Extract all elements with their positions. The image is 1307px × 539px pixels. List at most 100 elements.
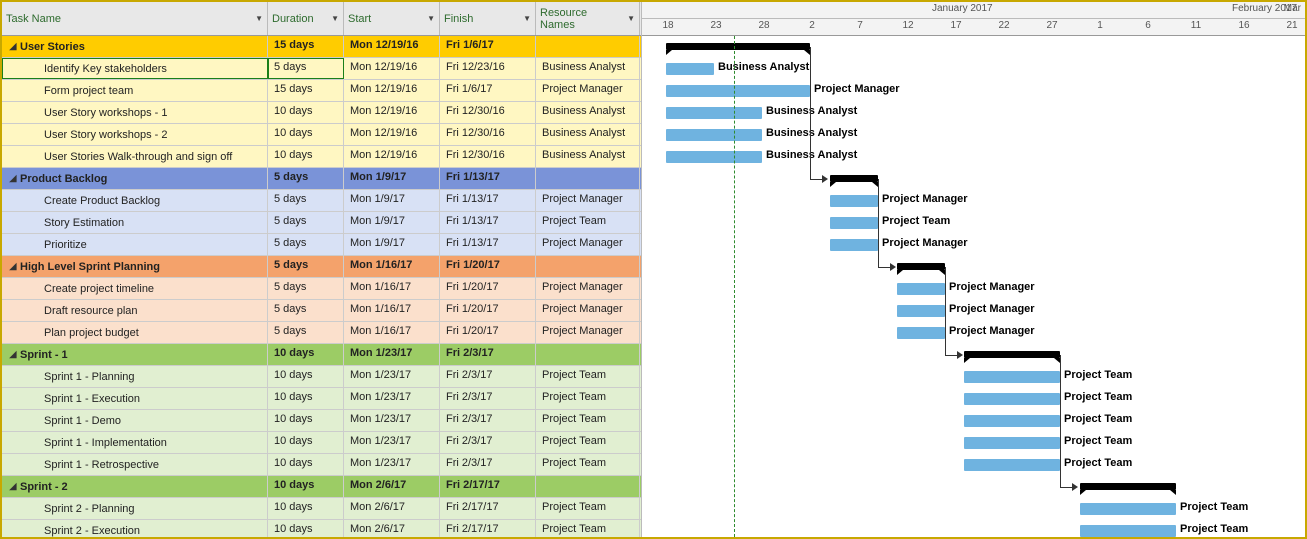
cell-task-name[interactable]: User Story workshops - 1 bbox=[2, 102, 268, 123]
cell-duration[interactable]: 5 days bbox=[268, 234, 344, 255]
cell-start[interactable]: Mon 1/16/17 bbox=[344, 278, 440, 299]
gantt-task-bar[interactable] bbox=[830, 195, 878, 207]
cell-start[interactable]: Mon 1/16/17 bbox=[344, 322, 440, 343]
dropdown-icon[interactable]: ▼ bbox=[424, 14, 435, 23]
cell-start[interactable]: Mon 1/23/17 bbox=[344, 344, 440, 365]
cell-duration[interactable]: 5 days bbox=[268, 58, 344, 79]
cell-duration[interactable]: 5 days bbox=[268, 256, 344, 277]
task-row[interactable]: User Story workshops - 210 daysMon 12/19… bbox=[2, 124, 641, 146]
cell-task-name[interactable]: ◢Sprint - 2 bbox=[2, 476, 268, 497]
cell-task-name[interactable]: ◢User Stories bbox=[2, 36, 268, 57]
cell-task-name[interactable]: ◢Sprint - 1 bbox=[2, 344, 268, 365]
cell-resource[interactable]: Project Team bbox=[536, 410, 640, 431]
cell-duration[interactable]: 5 days bbox=[268, 300, 344, 321]
cell-start[interactable]: Mon 12/19/16 bbox=[344, 36, 440, 57]
gantt-summary-bar[interactable] bbox=[964, 351, 1060, 358]
task-row[interactable]: Sprint 1 - Planning10 daysMon 1/23/17Fri… bbox=[2, 366, 641, 388]
cell-duration[interactable]: 5 days bbox=[268, 278, 344, 299]
cell-finish[interactable]: Fri 12/30/16 bbox=[440, 124, 536, 145]
cell-duration[interactable]: 5 days bbox=[268, 190, 344, 211]
cell-duration[interactable]: 10 days bbox=[268, 124, 344, 145]
cell-duration[interactable]: 5 days bbox=[268, 168, 344, 189]
cell-resource[interactable]: Project Team bbox=[536, 212, 640, 233]
cell-resource[interactable]: Project Manager bbox=[536, 300, 640, 321]
cell-duration[interactable]: 15 days bbox=[268, 36, 344, 57]
cell-resource[interactable]: Project Team bbox=[536, 520, 640, 537]
task-row[interactable]: Plan project budget5 daysMon 1/16/17Fri … bbox=[2, 322, 641, 344]
cell-start[interactable]: Mon 12/19/16 bbox=[344, 80, 440, 101]
cell-duration[interactable]: 10 days bbox=[268, 366, 344, 387]
gantt-task-bar[interactable] bbox=[830, 217, 878, 229]
cell-task-name[interactable]: Sprint 1 - Implementation bbox=[2, 432, 268, 453]
dropdown-icon[interactable]: ▼ bbox=[624, 14, 635, 23]
cell-finish[interactable]: Fri 2/17/17 bbox=[440, 476, 536, 497]
cell-duration[interactable]: 10 days bbox=[268, 102, 344, 123]
gantt-summary-bar[interactable] bbox=[1080, 483, 1176, 490]
cell-start[interactable]: Mon 1/16/17 bbox=[344, 300, 440, 321]
cell-resource[interactable]: Project Manager bbox=[536, 278, 640, 299]
task-row[interactable]: Sprint 2 - Planning10 daysMon 2/6/17Fri … bbox=[2, 498, 641, 520]
cell-task-name[interactable]: Create project timeline bbox=[2, 278, 268, 299]
cell-duration[interactable]: 5 days bbox=[268, 212, 344, 233]
cell-finish[interactable]: Fri 2/3/17 bbox=[440, 366, 536, 387]
cell-finish[interactable]: Fri 2/3/17 bbox=[440, 432, 536, 453]
task-row[interactable]: ◢Sprint - 110 daysMon 1/23/17Fri 2/3/17 bbox=[2, 344, 641, 366]
gantt-summary-bar[interactable] bbox=[830, 175, 878, 182]
cell-task-name[interactable]: Sprint 1 - Planning bbox=[2, 366, 268, 387]
gantt-task-bar[interactable] bbox=[666, 151, 762, 163]
cell-duration[interactable]: 5 days bbox=[268, 322, 344, 343]
gantt-task-bar[interactable] bbox=[964, 415, 1060, 427]
cell-task-name[interactable]: Draft resource plan bbox=[2, 300, 268, 321]
cell-finish[interactable]: Fri 1/20/17 bbox=[440, 322, 536, 343]
cell-resource[interactable]: Project Team bbox=[536, 454, 640, 475]
cell-task-name[interactable]: User Story workshops - 2 bbox=[2, 124, 268, 145]
cell-resource[interactable]: Project Team bbox=[536, 432, 640, 453]
col-header-finish[interactable]: Finish ▼ bbox=[440, 2, 536, 35]
gantt-task-bar[interactable] bbox=[830, 239, 878, 251]
col-header-resource[interactable]: Resource Names ▼ bbox=[536, 2, 640, 35]
gantt-task-bar[interactable] bbox=[897, 283, 945, 295]
cell-finish[interactable]: Fri 2/17/17 bbox=[440, 520, 536, 537]
cell-task-name[interactable]: Identify Key stakeholders bbox=[2, 58, 268, 79]
task-row[interactable]: Sprint 1 - Retrospective10 daysMon 1/23/… bbox=[2, 454, 641, 476]
collapse-icon[interactable]: ◢ bbox=[8, 349, 18, 360]
task-row[interactable]: Form project team15 daysMon 12/19/16Fri … bbox=[2, 80, 641, 102]
cell-duration[interactable]: 10 days bbox=[268, 388, 344, 409]
task-row[interactable]: Sprint 1 - Implementation10 daysMon 1/23… bbox=[2, 432, 641, 454]
cell-task-name[interactable]: Sprint 1 - Execution bbox=[2, 388, 268, 409]
cell-task-name[interactable]: Sprint 1 - Retrospective bbox=[2, 454, 268, 475]
gantt-task-bar[interactable] bbox=[897, 305, 945, 317]
cell-resource[interactable]: Project Manager bbox=[536, 322, 640, 343]
cell-resource[interactable] bbox=[536, 168, 640, 189]
collapse-icon[interactable]: ◢ bbox=[8, 261, 18, 272]
cell-finish[interactable]: Fri 2/3/17 bbox=[440, 410, 536, 431]
gantt-summary-bar[interactable] bbox=[666, 43, 810, 50]
cell-finish[interactable]: Fri 1/6/17 bbox=[440, 80, 536, 101]
cell-finish[interactable]: Fri 2/17/17 bbox=[440, 498, 536, 519]
task-row[interactable]: Sprint 1 - Demo10 daysMon 1/23/17Fri 2/3… bbox=[2, 410, 641, 432]
collapse-icon[interactable]: ◢ bbox=[8, 481, 18, 492]
cell-start[interactable]: Mon 1/23/17 bbox=[344, 366, 440, 387]
task-row[interactable]: Identify Key stakeholders5 daysMon 12/19… bbox=[2, 58, 641, 80]
cell-finish[interactable]: Fri 1/13/17 bbox=[440, 212, 536, 233]
gantt-task-bar[interactable] bbox=[666, 63, 714, 75]
collapse-icon[interactable]: ◢ bbox=[8, 173, 18, 184]
cell-start[interactable]: Mon 2/6/17 bbox=[344, 476, 440, 497]
cell-duration[interactable]: 15 days bbox=[268, 80, 344, 101]
task-row[interactable]: Sprint 1 - Execution10 daysMon 1/23/17Fr… bbox=[2, 388, 641, 410]
cell-finish[interactable]: Fri 1/20/17 bbox=[440, 278, 536, 299]
col-header-start[interactable]: Start ▼ bbox=[344, 2, 440, 35]
cell-task-name[interactable]: Sprint 2 - Execution bbox=[2, 520, 268, 537]
cell-finish[interactable]: Fri 2/3/17 bbox=[440, 454, 536, 475]
gantt-task-bar[interactable] bbox=[897, 327, 945, 339]
cell-finish[interactable]: Fri 1/13/17 bbox=[440, 190, 536, 211]
cell-resource[interactable]: Business Analyst bbox=[536, 124, 640, 145]
cell-finish[interactable]: Fri 12/23/16 bbox=[440, 58, 536, 79]
task-row[interactable]: Story Estimation5 daysMon 1/9/17Fri 1/13… bbox=[2, 212, 641, 234]
cell-finish[interactable]: Fri 12/30/16 bbox=[440, 102, 536, 123]
cell-finish[interactable]: Fri 2/3/17 bbox=[440, 388, 536, 409]
cell-task-name[interactable]: Prioritize bbox=[2, 234, 268, 255]
collapse-icon[interactable]: ◢ bbox=[8, 41, 18, 52]
cell-duration[interactable]: 10 days bbox=[268, 344, 344, 365]
cell-resource[interactable]: Project Manager bbox=[536, 234, 640, 255]
